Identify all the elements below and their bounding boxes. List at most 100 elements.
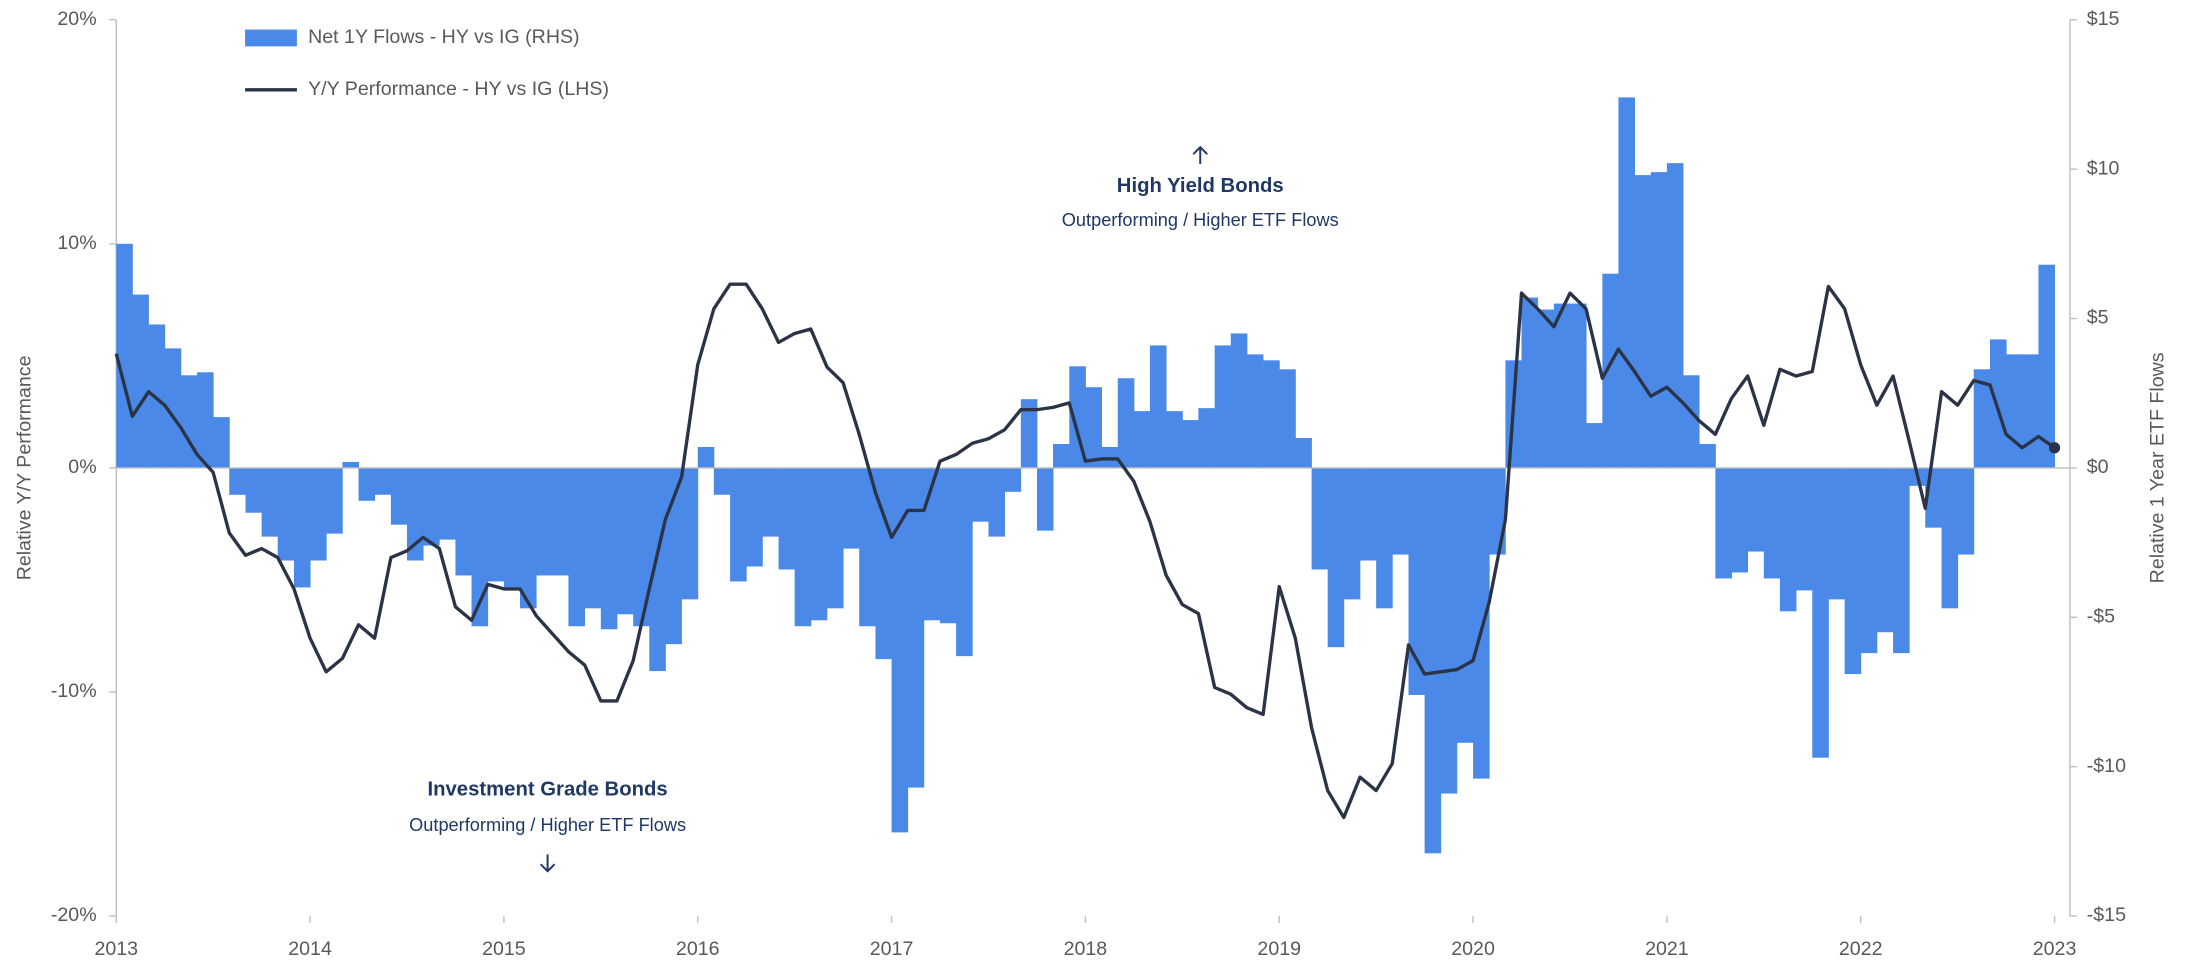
y-tick-label: 20% xyxy=(57,8,96,30)
bar xyxy=(1763,467,1781,579)
bar xyxy=(1682,375,1700,468)
y2-axis-title: Relative 1 Year ETF Flows xyxy=(2146,352,2168,583)
bar xyxy=(1796,467,1813,591)
bar xyxy=(1263,360,1280,468)
bar xyxy=(1990,339,2007,468)
bar xyxy=(439,467,456,540)
bar xyxy=(972,467,989,522)
bar xyxy=(1392,467,1409,555)
line xyxy=(114,282,2056,820)
y-tick-label: -20% xyxy=(51,904,97,926)
bar xyxy=(746,467,763,567)
bar xyxy=(923,467,941,621)
bar xyxy=(293,467,311,588)
bar xyxy=(1747,467,1765,552)
bar xyxy=(423,467,440,546)
bar xyxy=(940,467,957,624)
bar xyxy=(310,467,327,561)
x-tick-label: 2017 xyxy=(870,938,914,960)
bar xyxy=(1053,443,1070,468)
bar xyxy=(600,467,618,630)
bar xyxy=(1731,467,1749,573)
bar xyxy=(277,467,295,561)
bar xyxy=(988,467,1006,537)
bar xyxy=(1973,369,1991,468)
bar xyxy=(713,467,731,495)
y-tick-label: -10% xyxy=(51,680,97,702)
y2-tick-label: -$5 xyxy=(2087,605,2115,627)
bar xyxy=(503,467,521,588)
bar xyxy=(843,467,860,549)
legend-label: Net 1Y Flows - HY vs IG (RHS) xyxy=(308,26,579,48)
y2-tick-label: $10 xyxy=(2087,157,2120,179)
legend-swatch xyxy=(245,29,297,47)
bar xyxy=(180,375,198,468)
bar xyxy=(2022,354,2039,468)
y2-tick-label: $15 xyxy=(2087,8,2120,30)
x-tick-label: 2022 xyxy=(1839,938,1883,960)
bar xyxy=(891,467,909,833)
bar xyxy=(810,467,828,621)
bar xyxy=(1408,467,1426,695)
bar xyxy=(487,467,505,582)
bar xyxy=(1182,420,1199,468)
bar xyxy=(1117,378,1135,468)
bar xyxy=(1666,163,1684,468)
bar xyxy=(245,467,263,513)
bar xyxy=(406,467,424,561)
x-tick-label: 2020 xyxy=(1451,938,1495,960)
bar xyxy=(1699,443,1716,468)
y2-tick-label: $0 xyxy=(2087,456,2109,478)
bar xyxy=(197,372,214,468)
bar xyxy=(1376,467,1393,609)
x-tick-label: 2018 xyxy=(1064,938,1108,960)
annotation-title: High Yield Bonds xyxy=(1117,175,1284,197)
bar xyxy=(116,243,133,468)
bar xyxy=(859,467,876,627)
y2-tick-label: $5 xyxy=(2087,307,2109,329)
y2-tick-label: -$10 xyxy=(2087,755,2126,777)
bar xyxy=(697,446,715,468)
bar xyxy=(1537,309,1555,468)
bar xyxy=(1085,387,1102,468)
bar xyxy=(1279,369,1296,468)
bar xyxy=(1020,399,1038,468)
bar xyxy=(584,467,602,609)
bar xyxy=(633,467,650,627)
bar xyxy=(471,467,489,627)
bar xyxy=(326,467,343,534)
plot: -20% -10% 0% 10% 20% -$15 -$10 -$5 $0 $5 $10 $15 201… xyxy=(51,8,2126,960)
bar xyxy=(956,467,973,657)
bar xyxy=(1618,97,1636,468)
bar xyxy=(552,467,569,576)
bar xyxy=(1133,411,1151,468)
bar xyxy=(342,461,360,468)
bar xyxy=(2038,264,2056,468)
bar xyxy=(1360,467,1377,561)
bar xyxy=(1440,467,1458,794)
bar xyxy=(1424,467,1442,854)
x-tick-label: 2016 xyxy=(676,938,720,960)
bar xyxy=(1586,423,1603,468)
bar xyxy=(1473,467,1490,779)
bar xyxy=(681,467,699,600)
arrow-up xyxy=(1192,145,1208,164)
bar xyxy=(2006,354,2023,468)
bar xyxy=(1230,333,1248,468)
annotation-text: Outperforming / Higher ETF Flows xyxy=(1062,210,1339,230)
bar xyxy=(1941,467,1959,609)
bar xyxy=(1602,273,1619,468)
bar xyxy=(568,467,586,627)
bar xyxy=(358,467,376,501)
bar xyxy=(1166,411,1183,468)
x-tick-label: 2013 xyxy=(94,938,138,960)
bar xyxy=(1650,172,1668,468)
arrow-down xyxy=(539,854,556,873)
bar xyxy=(1198,408,1215,468)
bar xyxy=(1634,175,1652,468)
bar xyxy=(1489,467,1506,555)
bar xyxy=(1812,467,1829,758)
bar xyxy=(1246,354,1264,468)
y-tick-label: 10% xyxy=(57,232,96,254)
